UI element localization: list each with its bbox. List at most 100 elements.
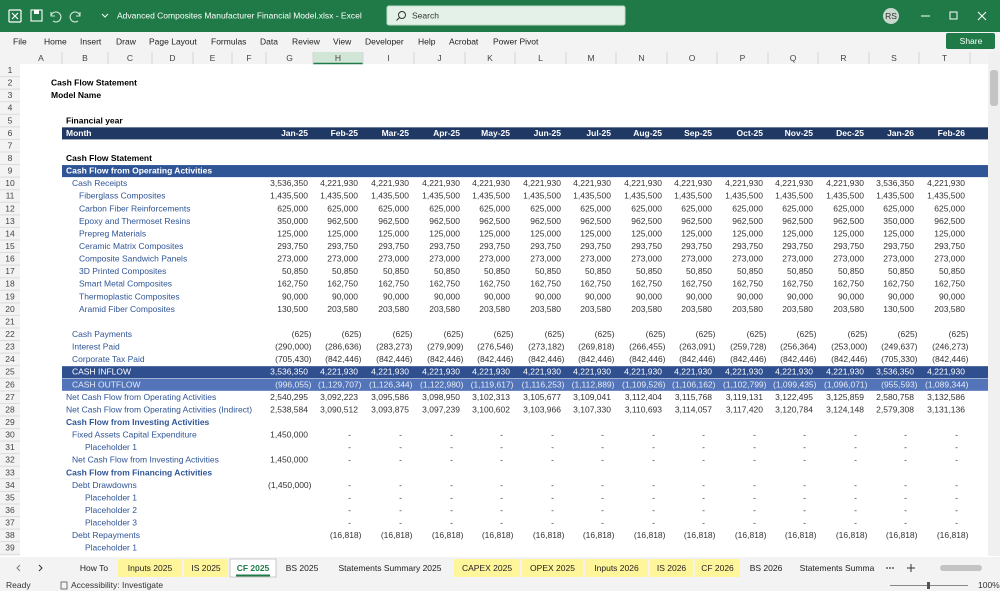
vertical-scrollbar[interactable] (988, 52, 1000, 556)
cell-value: 625,000 (631, 203, 662, 213)
row-header: 6 (8, 128, 13, 138)
cell-value: - (803, 518, 806, 528)
cell-value: - (854, 442, 857, 452)
customize-icon[interactable] (101, 13, 109, 18)
cell-value: - (399, 505, 402, 515)
ribbon-tab[interactable]: Home (44, 36, 67, 46)
cell-value: 3,102,313 (472, 392, 510, 402)
scroll-thumb[interactable] (990, 70, 998, 106)
cell-value: (842,446) (477, 354, 514, 364)
sheet-tab[interactable] (72, 559, 116, 577)
redo-icon[interactable] (69, 11, 81, 23)
row-label: Net Cash Flow from Operating Activities (66, 392, 216, 402)
cell-value: (625) (494, 329, 514, 339)
cell-value: 162,750 (429, 279, 460, 289)
cell-value: - (399, 455, 402, 465)
cell-value: - (854, 455, 857, 465)
sheet-tab[interactable] (278, 559, 326, 577)
tab-scroll-left[interactable] (16, 564, 21, 572)
cell-value: - (450, 492, 453, 502)
ribbon-tab[interactable]: Help (418, 36, 436, 46)
cell-value: - (854, 518, 857, 528)
undo-icon[interactable] (50, 11, 62, 23)
restore-button[interactable] (949, 11, 958, 20)
row-header: 22 (5, 329, 15, 339)
sheet-tab[interactable] (184, 559, 228, 577)
cell-value: - (450, 455, 453, 465)
search-box[interactable] (386, 5, 626, 26)
tab-scroll-right[interactable] (38, 564, 43, 572)
cell-value: 625,000 (934, 203, 965, 213)
cell-value: 293,750 (883, 241, 914, 251)
sheet-tab[interactable] (695, 559, 740, 577)
row-header: 15 (5, 241, 15, 251)
cell-value: 4,221,930 (422, 367, 460, 377)
cell-value: (625) (292, 329, 312, 339)
cell-value: 1,435,500 (826, 191, 864, 201)
sheet-tab-label: BS 2025 (286, 563, 319, 573)
sheet-tab[interactable] (585, 559, 648, 577)
save-icon[interactable] (30, 9, 43, 22)
cell-value: 4,221,930 (320, 178, 358, 188)
cell-value: (16,818) (634, 530, 666, 540)
cell-value: - (601, 505, 604, 515)
sheet-tab[interactable] (522, 559, 583, 577)
cell-value: - (753, 518, 756, 528)
cell-value: 203,580 (631, 304, 662, 314)
cell-value: (16,818) (533, 530, 565, 540)
sheet-tab[interactable] (229, 558, 277, 578)
excel-icon[interactable] (8, 9, 22, 23)
cell-value: 4,221,930 (927, 367, 965, 377)
ribbon-tab[interactable]: Draw (116, 36, 137, 46)
sheet-tab[interactable] (328, 559, 452, 577)
cell-value: 293,750 (327, 241, 358, 251)
sheet-tab[interactable] (742, 559, 790, 577)
horizontal-scrollbar[interactable] (940, 565, 982, 571)
cell-value: 962,500 (580, 216, 611, 226)
cell-value: 90,000 (686, 291, 712, 301)
cell-value: 625,000 (681, 203, 712, 213)
sheet-tab[interactable] (454, 559, 520, 577)
row-label: Financial year (66, 115, 123, 125)
cell-value: (276,546) (477, 342, 514, 352)
sheet-tab[interactable] (118, 559, 182, 577)
ribbon-tab[interactable]: Page Layout (149, 36, 197, 46)
cell-value: (290,000) (275, 342, 312, 352)
ribbon-tab[interactable]: Insert (80, 36, 102, 46)
cell-value: 50,850 (585, 266, 611, 276)
cell-value: (253,000) (831, 342, 868, 352)
cell-value: - (601, 430, 604, 440)
accessibility-status[interactable]: Accessibility: Investigate (71, 580, 163, 590)
add-sheet[interactable] (907, 564, 915, 572)
ribbon-tab[interactable]: Power Pivot (493, 36, 539, 46)
cell-value: 3,117,420 (726, 404, 763, 414)
share-button[interactable] (946, 33, 995, 49)
cell-value: 162,750 (530, 279, 561, 289)
cell-value: 350,000 (883, 216, 914, 226)
cell-value: (842,446) (831, 354, 868, 364)
close-button[interactable] (977, 11, 987, 21)
cell-value: - (551, 430, 554, 440)
ribbon-tab[interactable]: Data (260, 36, 278, 46)
ribbon-tab[interactable]: Developer (365, 36, 404, 46)
cell-value: (955,593) (881, 379, 918, 389)
sheet-tab-label: CF 2026 (701, 563, 734, 573)
sheet-tab[interactable] (650, 559, 693, 577)
more-sheets[interactable] (886, 567, 894, 569)
sheet-tab[interactable] (792, 559, 882, 577)
ribbon-tab[interactable]: File (13, 36, 27, 46)
ribbon-tab[interactable]: Review (292, 36, 321, 46)
cell-value: 4,221,930 (573, 367, 611, 377)
cell-value: 3,119,131 (726, 392, 763, 402)
ribbon-tab[interactable]: View (333, 36, 352, 46)
cell-value: 90,000 (939, 291, 965, 301)
column-header: M (587, 53, 594, 63)
zoom-thumb[interactable] (927, 582, 930, 589)
user-avatar[interactable] (883, 8, 899, 24)
ribbon-tab[interactable]: Acrobat (449, 36, 479, 46)
cell-value: - (551, 518, 554, 528)
cell-value: (625) (696, 329, 716, 339)
cell-value: 273,000 (429, 254, 460, 264)
ribbon-tab[interactable]: Formulas (211, 36, 246, 46)
